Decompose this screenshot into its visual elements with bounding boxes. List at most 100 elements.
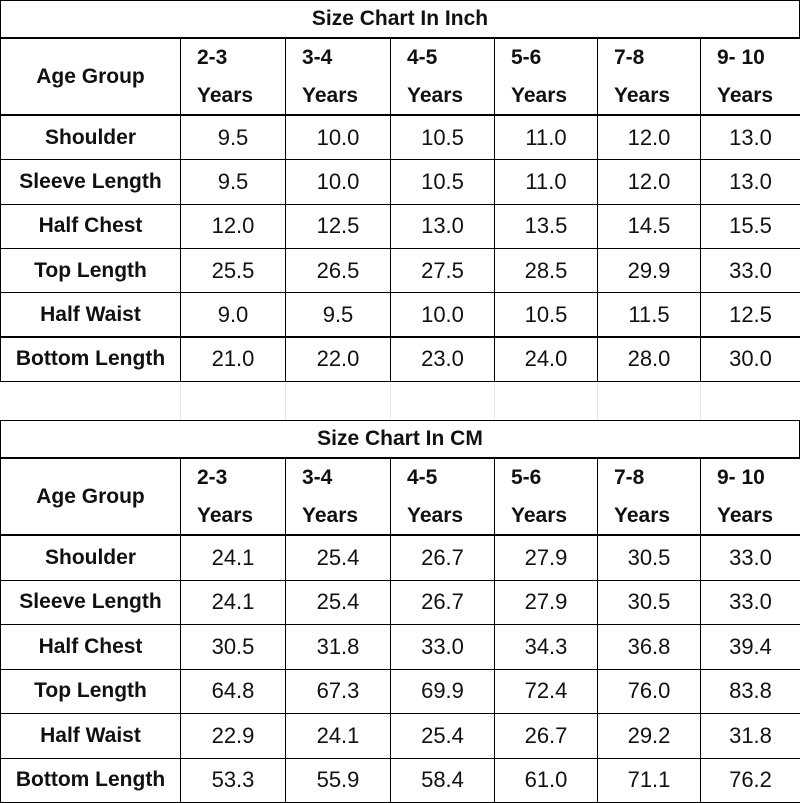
value-cell: 22.0 (285, 337, 391, 382)
value-cell: 10.0 (285, 159, 391, 204)
value-cell: 64.8 (180, 669, 286, 715)
value-cell: 27.9 (494, 535, 598, 581)
header-line: 2-3 (197, 39, 227, 77)
value-cell: 10.5 (494, 292, 598, 337)
header-line: Years (407, 497, 463, 535)
value-cell: 13.0 (390, 204, 495, 249)
gap-line (700, 381, 701, 420)
gap-line (597, 381, 598, 420)
value-cell: 12.0 (597, 115, 701, 160)
value-cell: 31.8 (700, 713, 800, 759)
row-label: Sleeve Length (0, 159, 181, 204)
value-cell: 9.5 (180, 115, 286, 160)
table-title: Size Chart In CM (0, 420, 800, 458)
value-cell: 58.4 (390, 758, 495, 803)
value-cell: 12.5 (285, 204, 391, 249)
table-title: Size Chart In Inch (0, 0, 800, 38)
value-cell: 61.0 (494, 758, 598, 803)
header-line: Years (614, 497, 670, 535)
header-line: 3-4 (302, 39, 332, 77)
header-line: Years (407, 77, 463, 115)
value-cell: 24.1 (180, 580, 286, 626)
header-line: 4-5 (407, 39, 437, 77)
row-label: Shoulder (0, 115, 181, 160)
row-label: Top Length (0, 669, 181, 715)
value-cell: 29.9 (597, 248, 701, 293)
value-cell: 33.0 (700, 248, 800, 293)
value-cell: 76.0 (597, 669, 701, 715)
value-cell: 25.4 (285, 535, 391, 581)
value-cell: 9.5 (180, 159, 286, 204)
header-line: 4-5 (407, 459, 437, 497)
header-label: Age Group (0, 38, 181, 115)
value-cell: 13.0 (700, 159, 800, 204)
header-line: Years (302, 77, 358, 115)
row-label: Sleeve Length (0, 580, 181, 626)
value-cell: 25.5 (180, 248, 286, 293)
value-cell: 76.2 (700, 758, 800, 803)
value-cell: 30.5 (597, 535, 701, 581)
header-line: 7-8 (614, 459, 644, 497)
row-label: Shoulder (0, 535, 181, 581)
value-cell: 23.0 (390, 337, 495, 382)
gap-line (390, 381, 391, 420)
value-cell: 83.8 (700, 669, 800, 715)
header-line: Years (717, 77, 773, 115)
header-line: 9- 10 (717, 459, 765, 497)
value-cell: 9.0 (180, 292, 286, 337)
value-cell: 26.7 (390, 580, 495, 626)
row-label: Bottom Length (0, 758, 181, 803)
value-cell: 26.7 (390, 535, 495, 581)
header-line: Years (197, 497, 253, 535)
header-line: 3-4 (302, 459, 332, 497)
value-cell: 10.0 (390, 292, 495, 337)
value-cell: 11.5 (597, 292, 701, 337)
row-label: Half Chest (0, 204, 181, 249)
value-cell: 11.0 (494, 159, 598, 204)
value-cell: 22.9 (180, 713, 286, 759)
value-cell: 69.9 (390, 669, 495, 715)
header-line: Years (614, 77, 670, 115)
value-cell: 9.5 (285, 292, 391, 337)
row-label: Half Waist (0, 292, 181, 337)
value-cell: 55.9 (285, 758, 391, 803)
value-cell: 15.5 (700, 204, 800, 249)
value-cell: 71.1 (597, 758, 701, 803)
header-line: 7-8 (614, 39, 644, 77)
gap-line (180, 381, 181, 420)
value-cell: 12.0 (597, 159, 701, 204)
value-cell: 25.4 (285, 580, 391, 626)
value-cell: 21.0 (180, 337, 286, 382)
value-cell: 34.3 (494, 624, 598, 670)
value-cell: 30.0 (700, 337, 800, 382)
value-cell: 12.0 (180, 204, 286, 249)
header-label: Age Group (0, 458, 181, 535)
value-cell: 27.5 (390, 248, 495, 293)
value-cell: 30.5 (180, 624, 286, 670)
value-cell: 31.8 (285, 624, 391, 670)
value-cell: 13.0 (700, 115, 800, 160)
value-cell: 29.2 (597, 713, 701, 759)
header-line: 5-6 (511, 39, 541, 77)
gap-line (285, 381, 286, 420)
value-cell: 26.5 (285, 248, 391, 293)
value-cell: 30.5 (597, 580, 701, 626)
value-cell: 28.0 (597, 337, 701, 382)
value-cell: 26.7 (494, 713, 598, 759)
row-label: Half Chest (0, 624, 181, 670)
value-cell: 39.4 (700, 624, 800, 670)
value-cell: 13.5 (494, 204, 598, 249)
value-cell: 24.1 (180, 535, 286, 581)
value-cell: 10.5 (390, 115, 495, 160)
value-cell: 33.0 (700, 535, 800, 581)
